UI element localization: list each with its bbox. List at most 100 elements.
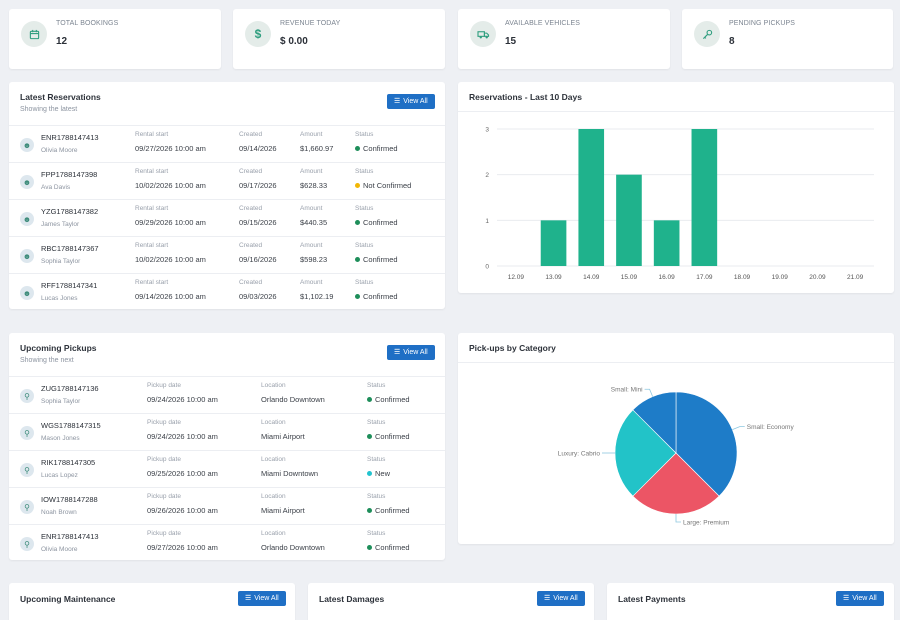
y-tick-label: 3 (485, 127, 489, 134)
created-header: Created (239, 168, 263, 175)
status-dot (367, 507, 372, 513)
pie-slice (675, 391, 738, 497)
booking-code: RBC1788147367 (41, 244, 99, 253)
location-value: Orlando Downtown (261, 543, 325, 552)
location-value: Orlando Downtown (261, 395, 325, 404)
pickup-row[interactable]: ⚲ WGS1788147315 Mason Jones Pickup date 09/2… (9, 413, 445, 450)
status-dot (367, 433, 372, 439)
list-icon: ☰ (394, 98, 401, 105)
x-tick-label: 17.09 (696, 274, 713, 281)
pie-label: Luxury: Cabrio (558, 450, 601, 457)
user-icon: ☻ (20, 175, 34, 189)
created-header: Created (239, 131, 263, 138)
stat-label: REVENUE TODAY (280, 20, 341, 27)
pickup-date-value: 09/24/2026 10:00 am (147, 395, 218, 404)
booking-code: IOW1788147288 (41, 495, 98, 504)
rental-start-value: 10/02/2026 10:00 am (135, 181, 206, 190)
key-icon (694, 21, 720, 47)
status-dot (355, 182, 360, 188)
created-header: Created (239, 279, 263, 286)
created-value: 09/14/2026 (239, 144, 277, 153)
status-value: Confirmed (375, 543, 410, 552)
stat-value: 8 (729, 36, 735, 47)
pickup-date-header: Pickup date (147, 493, 181, 500)
stat-available-vehicles: AVAILABLE VEHICLES 15 (458, 9, 670, 69)
stat-revenue-today: $ REVENUE TODAY $ 0.00 (233, 9, 445, 69)
view-all-payments-button[interactable]: ☰ View All (836, 591, 884, 606)
view-all-reservations-button[interactable]: ☰ View All (387, 94, 435, 109)
pickup-row[interactable]: ⚲ IOW1788147288 Noah Brown Pickup date 09/26… (9, 487, 445, 524)
reservation-row[interactable]: ☻ YZG1788147382 James Taylor Rental start 09… (9, 199, 445, 236)
status-value: Confirmed (375, 506, 410, 515)
stat-value: 12 (56, 36, 68, 47)
status-value: Confirmed (375, 432, 410, 441)
status-header: Status (367, 530, 386, 537)
key-icon: ⚲ (20, 463, 34, 477)
key-icon: ⚲ (20, 426, 34, 440)
rental-start-header: Rental start (135, 131, 169, 138)
reservation-row[interactable]: ☻ ENR1788147413 Olivia Moore Rental start 09… (9, 125, 445, 162)
bar (578, 129, 605, 266)
view-all-maintenance-button[interactable]: ☰ View All (238, 591, 286, 606)
customer-name: Sophia Taylor (41, 258, 81, 265)
stat-total-bookings: TOTAL BOOKINGS 12 (9, 9, 221, 69)
pickup-date-value: 09/25/2026 10:00 am (147, 469, 218, 478)
created-header: Created (239, 242, 263, 249)
view-all-pickups-button[interactable]: ☰ View All (387, 345, 435, 360)
pickup-date-value: 09/26/2026 10:00 am (147, 506, 218, 515)
booking-code: RIK1788147305 (41, 458, 96, 467)
pie-leader-line (732, 426, 745, 431)
x-tick-label: 16.09 (659, 274, 676, 281)
reservation-row[interactable]: ☻ RFF1788147341 Lucas Jones Rental start 09/… (9, 273, 445, 310)
pickup-row[interactable]: ⚲ RIK1788147305 Lucas Lopez Pickup date 09/2… (9, 450, 445, 487)
status-header: Status (355, 242, 374, 249)
location-value: Miami Airport (261, 432, 305, 441)
rental-start-value: 09/29/2026 10:00 am (135, 218, 206, 227)
user-icon: ☻ (20, 286, 34, 300)
reservation-row[interactable]: ☻ FPP1788147398 Ava Davis Rental start 10/02… (9, 162, 445, 199)
created-header: Created (239, 205, 263, 212)
rental-start-value: 09/27/2026 10:00 am (135, 144, 206, 153)
amount-header: Amount (300, 279, 323, 286)
category-pie-chart: Small: Economy Large: Premium Luxury: Cabr… (558, 387, 795, 527)
bar (616, 174, 642, 266)
customer-name: Lucas Jones (41, 295, 78, 302)
card-title: Latest Damages (319, 594, 385, 604)
created-value: 09/15/2026 (239, 218, 277, 227)
calendar-icon (21, 21, 47, 47)
status-dot (355, 145, 360, 151)
status-dot (367, 396, 372, 402)
chart-title: Reservations - Last 10 Days (469, 92, 582, 102)
y-tick-label: 2 (485, 172, 489, 179)
button-label: View All (852, 595, 877, 602)
x-tick-label: 21.09 (847, 274, 864, 281)
button-label: View All (254, 595, 279, 602)
created-value: 09/17/2026 (239, 181, 277, 190)
card-divider (458, 362, 894, 363)
status-header: Status (355, 205, 374, 212)
pickup-date-value: 09/24/2026 10:00 am (147, 432, 218, 441)
dollar-icon: $ (245, 21, 271, 47)
pickup-row[interactable]: ⚲ ZUG1788147136 Sophia Taylor Pickup date 09… (9, 376, 445, 413)
stat-label: AVAILABLE VEHICLES (505, 20, 581, 27)
view-all-damages-button[interactable]: ☰ View All (537, 591, 585, 606)
rental-start-header: Rental start (135, 242, 169, 249)
pie-leader-line (675, 514, 681, 523)
bar (653, 220, 680, 266)
x-tick-label: 19.09 (772, 274, 789, 281)
amount-value: $1,660.97 (300, 144, 334, 153)
reservation-row[interactable]: ☻ RBC1788147367 Sophia Taylor Rental start 1… (9, 236, 445, 273)
status-header: Status (367, 382, 386, 389)
latest-damages-card: Latest Damages ☰ View All (308, 583, 594, 620)
location-header: Location (261, 530, 286, 537)
rental-start-value: 09/14/2026 10:00 am (135, 292, 206, 301)
key-icon: ⚲ (20, 500, 34, 514)
card-subtitle: Showing the next (20, 357, 74, 364)
rental-start-header: Rental start (135, 168, 169, 175)
user-icon: ☻ (20, 249, 34, 263)
amount-value: $440.35 (300, 218, 328, 227)
y-tick-label: 1 (485, 218, 489, 225)
pickup-row[interactable]: ⚲ ENR1788147413 Olivia Moore Pickup date 09/… (9, 524, 445, 561)
key-icon: ⚲ (20, 537, 34, 551)
pickup-date-header: Pickup date (147, 382, 181, 389)
